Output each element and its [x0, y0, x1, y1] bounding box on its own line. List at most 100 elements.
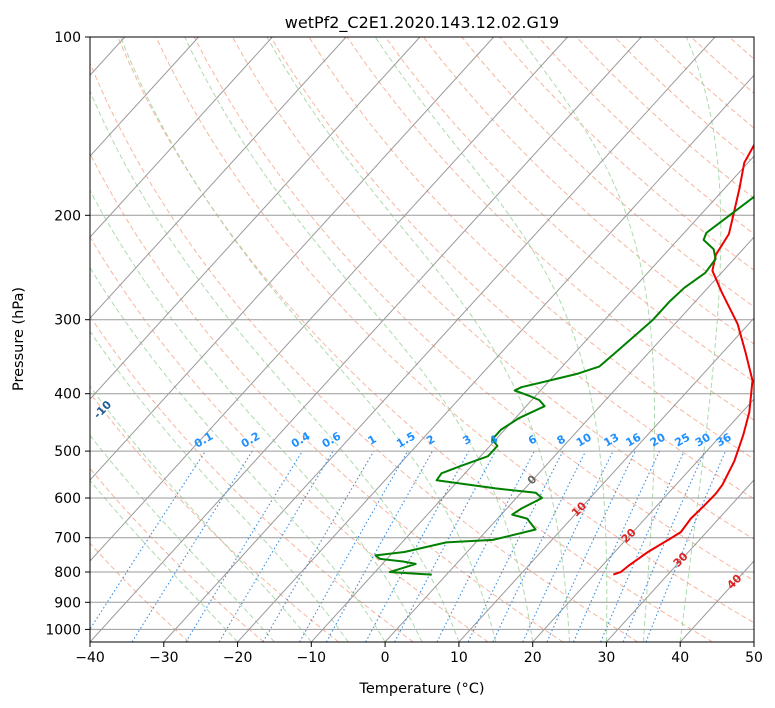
mixing-ratio-label: 10 [574, 430, 594, 449]
mixing-ratio-label: 25 [673, 431, 693, 450]
isotherm [90, 37, 199, 157]
mixing-ratio-label: 0.6 [320, 429, 344, 450]
y-tick-label: 700 [54, 531, 81, 547]
dry-adiabat [155, 37, 754, 624]
isotherm [90, 37, 495, 481]
dry-adiabat [90, 542, 190, 642]
y-axis: 100 200 300 400 500 600 700 800 900 1000 [45, 30, 90, 638]
x-axis: −40 −30 −20 −10 0 10 20 30 40 50 [75, 642, 763, 666]
moist-adiabat [518, 37, 655, 642]
mixing-ratio-line [131, 450, 253, 642]
y-tick-label: 300 [54, 313, 81, 329]
dry-adiabat [90, 392, 339, 642]
isotherm [90, 37, 568, 562]
mixing-ratio-line [572, 450, 660, 642]
dry-adiabat [652, 37, 754, 129]
x-tick-label: −40 [75, 650, 105, 666]
dry-adiabat [461, 37, 754, 308]
moist-adiabat [90, 89, 460, 642]
pressure-gridlines [90, 37, 754, 630]
moist-adiabat [184, 37, 534, 642]
isotherm [90, 37, 273, 238]
isotherm [237, 74, 754, 642]
moist-adiabat [90, 266, 386, 642]
mixing-ratio-label: 1 [366, 433, 379, 448]
mixing-ratio-line [600, 450, 685, 642]
mixing-ratio-label: 16 [624, 430, 644, 449]
mixing-ratio-label: 36 [714, 430, 734, 449]
mixing-ratio-label: 0.1 [192, 430, 215, 451]
isotherm [606, 479, 754, 642]
y-tick-label: 100 [54, 30, 81, 46]
dry-adiabat [90, 152, 564, 642]
y-tick-label: 1000 [45, 622, 81, 638]
mixing-ratio-label: 8 [555, 433, 568, 448]
dry-adiabat [614, 37, 754, 164]
mixing-ratio-line [394, 450, 496, 642]
mixing-ratio-label: 2 [424, 433, 437, 448]
dry-adiabat-label: -10 [91, 398, 114, 421]
dry-adiabat [90, 315, 414, 642]
moist-adiabat [90, 189, 423, 642]
y-axis-label: Pressure (hPa) [11, 287, 27, 391]
x-tick-label: −20 [223, 650, 253, 666]
y-tick-label: 200 [54, 208, 81, 224]
x-tick-label: 30 [597, 650, 615, 666]
isotherm [163, 37, 716, 642]
y-tick-label: 600 [54, 491, 81, 507]
isotherm [458, 317, 754, 642]
mixing-ratio-line [299, 450, 409, 642]
mixing-ratio-line [546, 450, 636, 642]
x-tick-label: 0 [381, 650, 390, 666]
x-tick-label: 40 [671, 650, 689, 666]
y-tick-label: 500 [54, 444, 81, 460]
mixing-ratio-label: 13 [601, 431, 621, 450]
mixing-ratio-line [262, 450, 375, 642]
isotherm [90, 37, 421, 400]
mixing-ratio-label: 4 [487, 432, 500, 447]
moist-adiabat [90, 434, 275, 642]
mixing-ratio-line [325, 450, 433, 642]
dry-adiabat [90, 235, 489, 642]
moist-adiabat [90, 479, 238, 642]
temperature-line [612, 143, 754, 576]
x-tick-label: 20 [524, 650, 542, 666]
chart-title: wetPf2_C2E1.2020.143.12.02.G19 [285, 13, 559, 33]
background-lines [90, 37, 775, 642]
isotherm [679, 560, 754, 642]
mixing-ratio-label: 3 [460, 433, 473, 448]
dry-adiabat [767, 37, 775, 642]
mixing-ratio-line [492, 450, 587, 642]
dewpoint-line [374, 195, 754, 576]
moist-adiabat [679, 37, 722, 642]
dry-adiabat [90, 62, 639, 642]
series-layer [374, 143, 754, 576]
dry-adiabat [193, 37, 754, 582]
dry-adiabat [384, 37, 754, 383]
x-tick-label: 50 [745, 650, 763, 666]
isotherm [90, 37, 642, 642]
moist-adiabat [120, 37, 497, 642]
x-axis-label: Temperature (°C) [358, 681, 484, 697]
isotherm [310, 155, 754, 642]
x-tick-label: −10 [297, 650, 327, 666]
mixing-ratio-line [436, 450, 535, 642]
dry-adiabat [728, 37, 754, 60]
dry-adiabat [690, 37, 754, 94]
x-tick-label: 10 [450, 650, 468, 666]
dry-adiabat [308, 37, 754, 460]
isotherm [90, 37, 347, 319]
mixing-ratio-label: 1.5 [394, 430, 417, 451]
y-tick-label: 400 [54, 387, 81, 403]
dry-adiabat [90, 467, 265, 642]
x-tick-label: −30 [149, 650, 179, 666]
mixing-ratio-line [90, 450, 206, 631]
mixing-ratio-line [467, 450, 564, 642]
mixing-ratio-line [622, 450, 706, 642]
moist-adiabat [266, 37, 571, 642]
dry-adiabat [537, 37, 754, 235]
y-tick-label: 800 [54, 565, 81, 581]
isotherm [384, 236, 754, 642]
moist-adiabat [90, 385, 312, 642]
